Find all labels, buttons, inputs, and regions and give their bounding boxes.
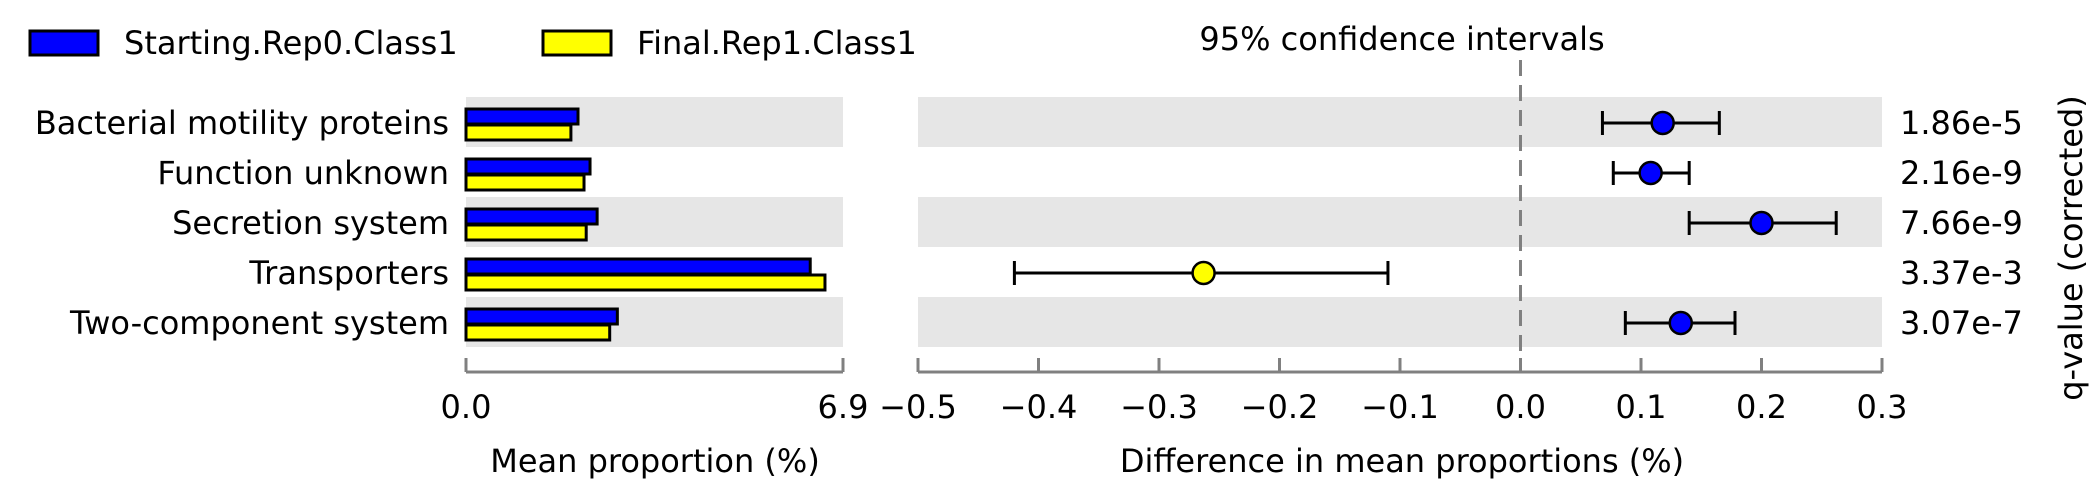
category-label-1: Bacterial motility proteins [35,104,449,142]
difference-tick-label-5: −0.1 [1361,388,1439,426]
bar-final-3 [464,223,588,242]
bar-starting-1 [464,107,580,126]
bar-final-4 [464,273,827,292]
difference-tick-label-7: 0.1 [1616,388,1667,426]
mean-proportion-xlabel: Mean proportion (%) [490,442,820,480]
bar-starting-5 [464,307,619,326]
difference-tick-label-8: 0.2 [1736,388,1787,426]
ci-point-1 [1650,110,1675,136]
row-bands [466,97,1882,347]
category-labels: Bacterial motility proteins Function unkn… [35,104,449,342]
category-label-5: Two-component system [69,304,449,342]
mean-tick-label-2: 6.9 [818,388,869,426]
axes: 0.0 6.9 −0.5 −0.4 −0.3 −0.2 −0.1 0.0 0.1 0.2 0.3 [441,358,1908,426]
difference-xlabel: Difference in mean proportions (%) [1120,442,1684,480]
ci-point-3 [1749,210,1774,236]
bar-final-2 [464,173,586,192]
ci-point-2 [1638,160,1663,186]
bar-final-5 [464,323,612,342]
q-value-5: 3.07e-7 [1900,304,2023,342]
bars [464,107,827,342]
difference-tick-label-1: −0.5 [879,388,957,426]
ci-title: 95% confidence intervals [1199,20,1604,58]
ci-point-4 [1191,260,1216,286]
difference-tick-label-9: 0.3 [1857,388,1908,426]
bar-starting-2 [464,157,592,176]
difference-tick-label-6: 0.0 [1495,388,1546,426]
q-value-4: 3.37e-3 [1900,254,2023,292]
ci-points [1012,110,1838,336]
difference-tick-label-4: −0.2 [1241,388,1319,426]
difference-tick-label-3: −0.3 [1120,388,1198,426]
q-value-2: 2.16e-9 [1900,154,2023,192]
mean-tick-label-1: 0.0 [441,388,492,426]
legend-label-2: Final.Rep1.Class1 [637,24,917,62]
qvalue-axis-label: q-value (corrected) [2052,95,2090,401]
category-label-4: Transporters [248,254,449,292]
q-value-1: 1.86e-5 [1900,104,2023,142]
ci-band-5 [918,297,1882,347]
legend-swatch-2 [541,29,613,57]
bar-final-1 [464,123,573,142]
category-label-2: Function unknown [157,154,449,192]
q-value-3: 7.66e-9 [1900,204,2023,242]
bar-starting-3 [464,207,599,226]
difference-tick-label-2: −0.4 [1000,388,1078,426]
legend: Starting.Rep0.Class1 Final.Rep1.Class1 [28,24,917,62]
legend-swatch-1 [28,29,100,57]
q-values: 1.86e-5 2.16e-9 7.66e-9 3.37e-3 3.07e-7 [1900,104,2023,342]
ci-band-1 [918,97,1882,147]
ci-point-5 [1668,310,1694,336]
category-label-3: Secretion system [172,204,449,242]
bar-starting-4 [464,257,812,276]
legend-label-1: Starting.Rep0.Class1 [124,24,458,62]
